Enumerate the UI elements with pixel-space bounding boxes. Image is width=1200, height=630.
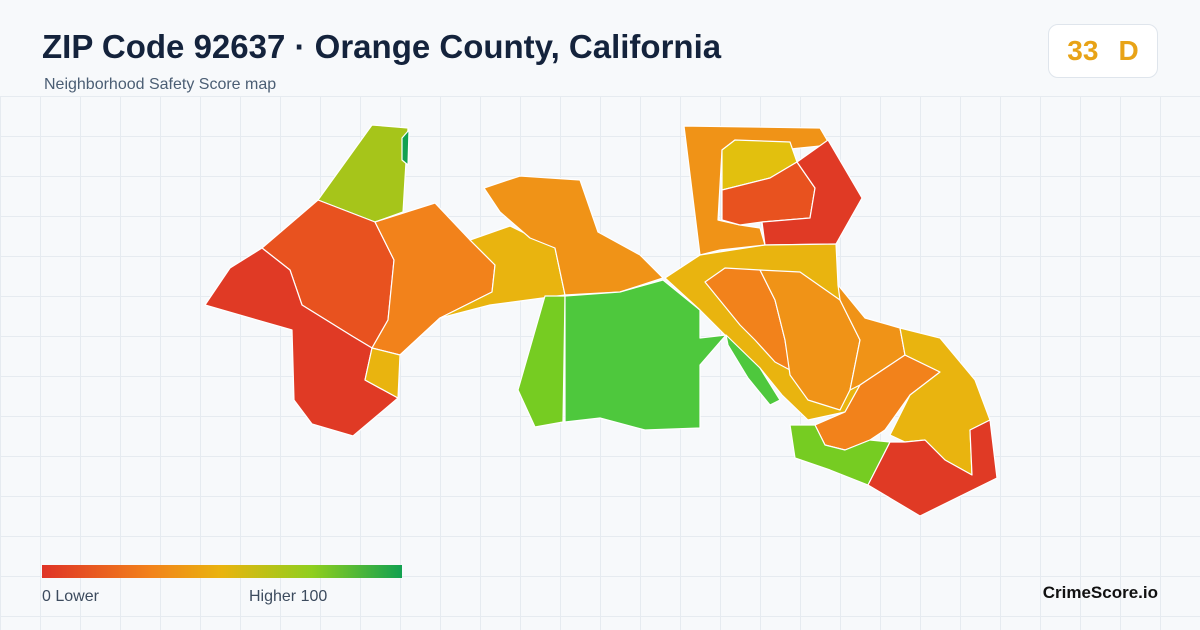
page-subtitle: Neighborhood Safety Score map xyxy=(44,76,277,93)
map-region[interactable] xyxy=(725,334,781,406)
map-region[interactable] xyxy=(517,295,566,428)
safety-grade: D xyxy=(1118,35,1139,66)
map-region[interactable] xyxy=(483,175,664,296)
map-region[interactable] xyxy=(867,419,998,517)
map-region[interactable] xyxy=(401,129,410,166)
brand-logo-text: CrimeScore.io xyxy=(1042,583,1158,602)
map-region[interactable] xyxy=(564,279,727,431)
page-title: ZIP Code 92637 · Orange County, Californ… xyxy=(42,28,722,65)
safety-score-value: 33 xyxy=(1067,35,1099,66)
map-region[interactable] xyxy=(789,424,891,486)
legend-color-scale xyxy=(42,565,402,578)
legend-high-label: Higher 100 xyxy=(249,588,328,605)
map-region[interactable] xyxy=(204,247,399,437)
legend-low-label: 0 Lower xyxy=(42,588,99,605)
safety-score-badge: 33 D xyxy=(1048,24,1158,78)
map-region[interactable] xyxy=(759,269,861,411)
